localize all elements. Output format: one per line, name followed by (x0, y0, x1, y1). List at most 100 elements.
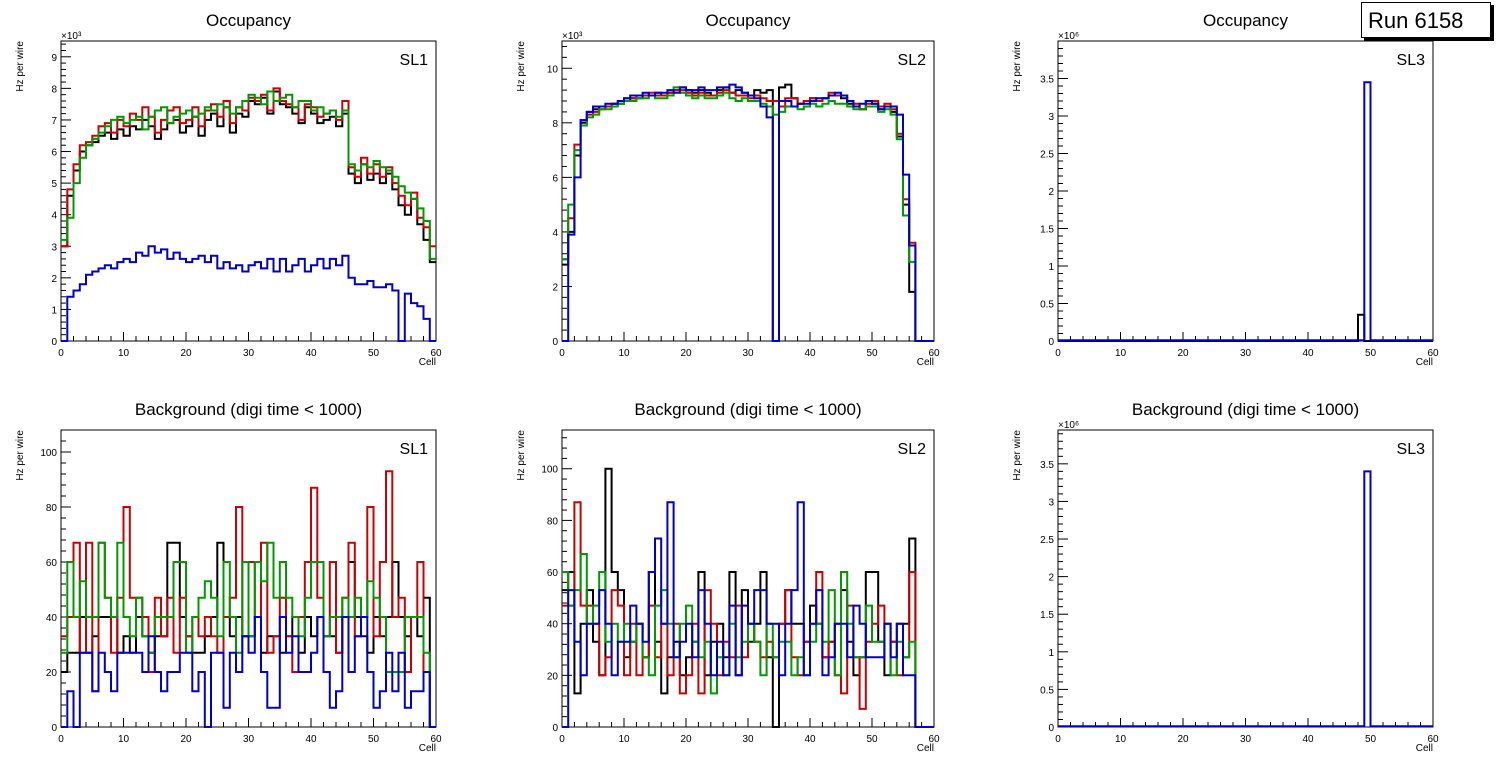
x-tick-label: 20 (680, 348, 692, 359)
y-scale-multiplier: ×10³ (61, 31, 82, 42)
x-tick-label: 60 (430, 348, 442, 359)
x-tick-label: 10 (618, 734, 630, 745)
y-tick-label: 2 (1048, 187, 1054, 198)
y-tick-label: 2 (1048, 573, 1054, 584)
x-tick-label: 0 (58, 348, 64, 359)
run-label: Run 6158 (1368, 8, 1464, 33)
superlayer-label: SL1 (400, 52, 429, 69)
series-blue (562, 501, 934, 728)
x-tick-label: 60 (430, 734, 442, 745)
y-axis-label: Hz per wire (516, 430, 527, 481)
x-tick-label: 30 (742, 348, 754, 359)
x-tick-label: 40 (1302, 734, 1314, 745)
plot-frame (561, 40, 935, 342)
x-tick-label: 40 (804, 734, 816, 745)
chart-panel-4: Background (digi time < 1000) SL1 0 10 20 30 4… (15, 400, 442, 754)
x-tick-label: 0 (1055, 734, 1061, 745)
chart-title: Background (digi time < 1000) (135, 400, 362, 419)
y-tick-label: 6 (51, 148, 57, 159)
y-axis-label: Hz per wire (15, 430, 26, 481)
y-tick-label: 0 (552, 337, 558, 348)
x-tick-label: 50 (1365, 348, 1377, 359)
y-tick-label: 0.5 (1040, 685, 1054, 696)
y-tick-label: 2.5 (1040, 150, 1054, 161)
x-tick-label: 10 (118, 348, 130, 359)
chart-title: Background (digi time < 1000) (1132, 400, 1359, 419)
y-tick-label: 4 (51, 211, 57, 222)
superlayer-label: SL2 (898, 441, 927, 458)
y-axis-label: Hz per wire (15, 41, 26, 92)
series-blue (1058, 81, 1433, 342)
y-tick-label: 0 (51, 723, 57, 734)
x-tick-label: 0 (559, 348, 565, 359)
x-axis-label: Cell (419, 743, 436, 754)
x-tick-label: 0 (559, 734, 565, 745)
x-tick-label: 40 (1302, 348, 1314, 359)
x-axis-label: Cell (1416, 743, 1433, 754)
y-tick-label: 3 (1048, 497, 1054, 508)
y-tick-label: 100 (40, 448, 57, 459)
plot-frame (1057, 40, 1434, 342)
y-tick-label: 7 (51, 116, 57, 127)
series-green (61, 90, 436, 260)
y-tick-label: 1 (1048, 648, 1054, 659)
y-tick-label: 0 (552, 723, 558, 734)
y-tick-label: 5 (51, 179, 57, 190)
x-tick-label: 10 (1115, 734, 1127, 745)
series-black (562, 83, 934, 342)
x-tick-label: 10 (1115, 348, 1127, 359)
y-tick-label: 2 (51, 274, 57, 285)
x-tick-label: 30 (243, 348, 255, 359)
x-tick-label: 20 (1177, 348, 1189, 359)
x-tick-label: 40 (804, 348, 816, 359)
x-tick-label: 50 (368, 734, 380, 745)
x-tick-label: 20 (680, 734, 692, 745)
y-tick-label: 4 (552, 228, 558, 239)
x-tick-label: 50 (1365, 734, 1377, 745)
superlayer-label: SL1 (400, 441, 429, 458)
y-tick-label: 3.5 (1040, 460, 1054, 471)
superlayer-label: SL3 (1397, 52, 1426, 69)
y-tick-label: 6 (552, 173, 558, 184)
x-tick-label: 0 (1055, 348, 1061, 359)
y-tick-label: 20 (46, 668, 58, 679)
chart-panel-5: Background (digi time < 1000) SL2 0 10 20 30 4… (516, 400, 940, 754)
series-blue (61, 245, 436, 342)
y-tick-label: 3 (51, 242, 57, 253)
chart-title: Occupancy (705, 11, 791, 30)
y-axis-label: Hz per wire (1012, 41, 1023, 92)
y-tick-label: 8 (552, 119, 558, 130)
y-tick-label: 80 (547, 516, 559, 527)
series-red (61, 87, 436, 248)
y-axis-label: Hz per wire (1012, 430, 1023, 481)
x-tick-label: 30 (1240, 348, 1252, 359)
plot-frame (1057, 429, 1434, 728)
x-tick-label: 40 (305, 348, 317, 359)
y-tick-label: 9 (51, 53, 57, 64)
y-tick-label: 0.5 (1040, 300, 1054, 311)
y-scale-multiplier: ×10⁶ (1058, 420, 1079, 431)
y-tick-label: 3.5 (1040, 75, 1054, 86)
x-tick-label: 10 (618, 348, 630, 359)
x-tick-label: 10 (118, 734, 130, 745)
series-blue (1058, 470, 1433, 728)
x-axis-label: Cell (917, 357, 934, 368)
series-blue (61, 616, 436, 728)
y-tick-label: 0 (1048, 723, 1054, 734)
series-blue (562, 83, 934, 342)
chart-title: Occupancy (1203, 11, 1289, 30)
y-scale-multiplier: ×10³ (562, 31, 583, 42)
y-tick-label: 1.5 (1040, 610, 1054, 621)
x-tick-label: 60 (928, 734, 940, 745)
x-tick-label: 30 (742, 734, 754, 745)
y-tick-label: 2.5 (1040, 535, 1054, 546)
y-tick-label: 1.5 (1040, 225, 1054, 236)
y-tick-label: 40 (46, 613, 58, 624)
y-tick-label: 60 (547, 568, 559, 579)
y-tick-label: 1 (1048, 262, 1054, 273)
series-green (562, 86, 934, 342)
x-tick-label: 60 (928, 348, 940, 359)
y-tick-label: 80 (46, 503, 58, 514)
